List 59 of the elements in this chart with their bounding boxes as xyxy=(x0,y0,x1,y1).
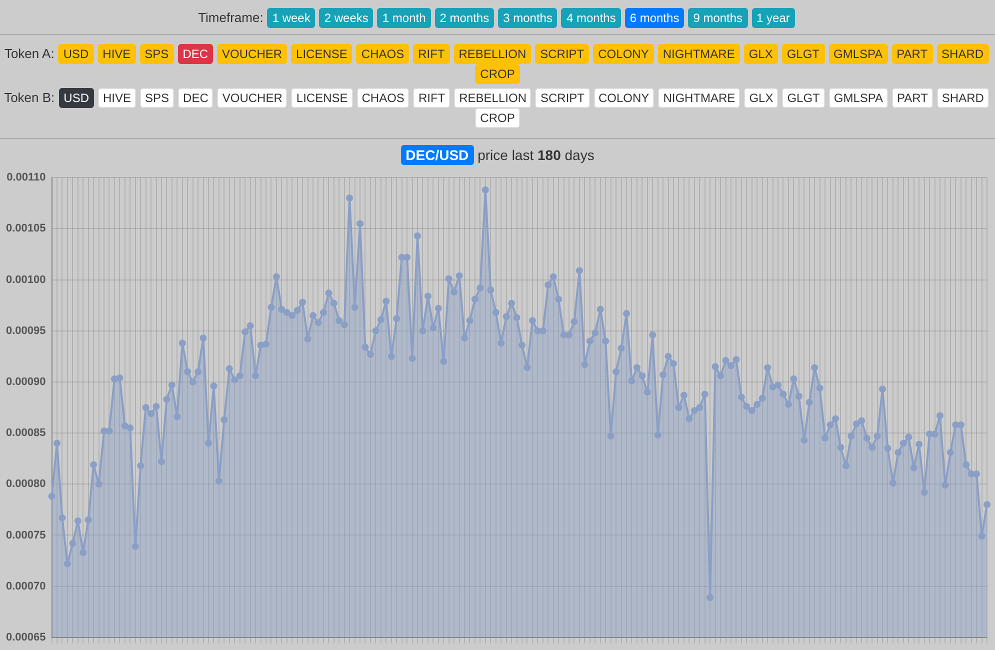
y-tick-label: 0.00080 xyxy=(6,478,46,490)
text: 1 year xyxy=(752,8,795,28)
y-tick-label: 0.00070 xyxy=(6,580,46,592)
text: GMLSPA xyxy=(828,88,888,108)
text: 1 month xyxy=(377,8,431,28)
text: GLX xyxy=(744,44,778,64)
text: VOUCHER xyxy=(217,44,288,64)
text: PART xyxy=(892,44,933,64)
text: GLX xyxy=(744,88,778,108)
text: GLGT xyxy=(782,44,825,64)
y-tick-label: 0.00085 xyxy=(6,427,46,440)
text: SHARD xyxy=(936,44,989,64)
text: SPS xyxy=(140,44,174,64)
y-tick-label: 0.00095 xyxy=(6,324,46,337)
y-tick-label: 0.00110 xyxy=(6,172,46,184)
text: PART xyxy=(892,88,933,108)
text: USD xyxy=(58,88,94,108)
text: DEC xyxy=(178,44,214,64)
text: 1 week xyxy=(267,8,316,28)
text: RIFT xyxy=(413,88,450,108)
text: 4 months xyxy=(561,8,621,28)
text: 2 weeks xyxy=(319,8,374,28)
text: DEC xyxy=(178,88,214,108)
text: NIGHTMARE xyxy=(658,88,740,108)
text: GLGT xyxy=(782,88,825,108)
text: GMLSPA xyxy=(828,44,888,64)
chart-title: DEC/USD price last 180 days xyxy=(404,146,594,165)
y-tick-label: 0.00075 xyxy=(6,529,46,542)
text: RIFT xyxy=(413,44,450,64)
text: USD xyxy=(58,44,94,64)
text: COLONY xyxy=(593,44,654,64)
text: NIGHTMARE xyxy=(658,44,740,64)
text: Token B: xyxy=(4,90,55,105)
text: HIVE xyxy=(98,88,136,108)
text: CHAOS xyxy=(356,44,410,64)
text: LICENSE xyxy=(291,44,352,64)
text: SPS xyxy=(140,88,174,108)
y-tick-label: 0.00065 xyxy=(6,631,46,644)
text: 2 months xyxy=(434,8,494,28)
y-tick-label: 0.00105 xyxy=(6,222,46,235)
text: CROP xyxy=(475,108,520,128)
text: 6 months xyxy=(624,8,684,28)
text: CHAOS xyxy=(356,88,410,108)
text: REBELLION xyxy=(454,88,532,108)
text: 9 months xyxy=(688,8,748,28)
text: COLONY xyxy=(594,88,654,108)
text: Token A: xyxy=(4,46,54,61)
text: LICENSE xyxy=(291,88,353,108)
y-tick-label: 0.00100 xyxy=(6,274,46,286)
text: CROP xyxy=(475,64,520,84)
text: 3 months xyxy=(498,8,558,28)
y-tick-label: 0.00090 xyxy=(6,376,46,388)
text: SCRIPT xyxy=(535,88,590,108)
text: Timeframe: xyxy=(198,10,264,25)
text: SCRIPT xyxy=(535,44,590,64)
text: SHARD xyxy=(936,88,989,108)
text: REBELLION xyxy=(454,44,532,64)
text: HIVE xyxy=(98,44,136,64)
text: VOUCHER xyxy=(217,88,288,108)
